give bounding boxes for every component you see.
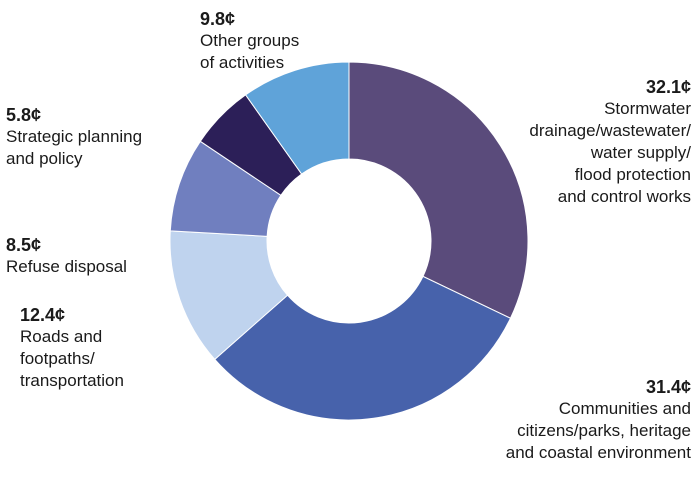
- text-refuse: Refuse disposal: [6, 257, 127, 276]
- label-refuse: 8.5¢ Refuse disposal: [6, 234, 127, 278]
- label-roads: 12.4¢ Roads and footpaths/ transportatio…: [20, 304, 124, 392]
- value-roads: 12.4¢: [20, 305, 66, 325]
- value-other: 9.8¢: [200, 9, 236, 29]
- label-other: 9.8¢ Other groups of activities: [200, 8, 299, 74]
- label-strategic: 5.8¢ Strategic planning and policy: [6, 104, 142, 170]
- text-strategic: Strategic planning and policy: [6, 127, 143, 168]
- value-refuse: 8.5¢: [6, 235, 42, 255]
- value-stormwater: 32.1¢: [645, 77, 691, 97]
- text-roads: Roads and footpaths/ transportation: [20, 327, 124, 390]
- value-strategic: 5.8¢: [6, 105, 42, 125]
- text-communities: Communities and citizens/parks, heritage…: [505, 399, 691, 462]
- donut-slice-5: [244, 61, 350, 175]
- text-other: Other groups of activities: [200, 31, 300, 72]
- donut-slice-0: [348, 61, 529, 319]
- text-stormwater: Stormwater drainage/wastewater/ water su…: [529, 99, 691, 206]
- value-communities: 31.4¢: [645, 377, 691, 397]
- label-communities: 31.4¢ Communities and citizens/parks, he…: [506, 376, 691, 464]
- label-stormwater: 32.1¢ Stormwater drainage/wastewater/ wa…: [529, 76, 691, 208]
- donut-slice-1: [214, 275, 512, 421]
